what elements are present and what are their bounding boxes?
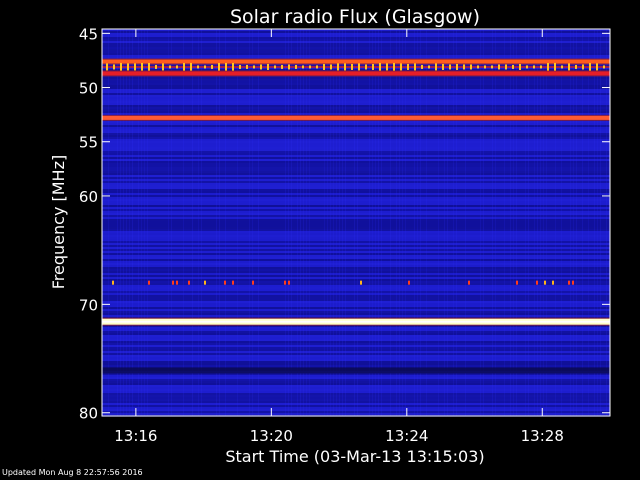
plot-frame	[101, 28, 611, 417]
y-tick-label: 50	[79, 80, 98, 98]
updated-timestamp: Updated Mon Aug 8 22:57:56 2016	[2, 468, 143, 477]
y-tick-label: 80	[79, 405, 98, 423]
x-tick-label: 13:20	[250, 427, 293, 445]
y-tick-label: 70	[79, 296, 98, 314]
chart-title: Solar radio Flux (Glasgow)	[230, 6, 480, 28]
emission-band-3	[102, 114, 610, 121]
y-tick-label: 55	[79, 134, 98, 152]
axes: 13:16 13:20 13:24 13:28 45 50 55 60 70 80	[79, 25, 610, 445]
plot-area	[102, 29, 610, 417]
x-tick-label: 13:16	[114, 427, 157, 445]
emission-band-2	[102, 70, 610, 77]
emission-band-6	[112, 280, 574, 285]
y-tick-label: 60	[79, 188, 98, 206]
noise-texture	[102, 29, 610, 417]
y-axis-label: Frequency [MHz]	[49, 155, 68, 289]
x-tick-label: 13:24	[385, 427, 428, 445]
x-axis-label: Start Time (03-Mar-13 13:15:03)	[225, 447, 484, 466]
emission-band-4	[102, 317, 610, 326]
x-tick-label: 13:28	[521, 427, 564, 445]
emission-band-1	[102, 62, 610, 71]
emission-band-5	[102, 367, 610, 374]
emission-band-0	[102, 58, 610, 65]
y-tick-label: 45	[79, 25, 98, 43]
